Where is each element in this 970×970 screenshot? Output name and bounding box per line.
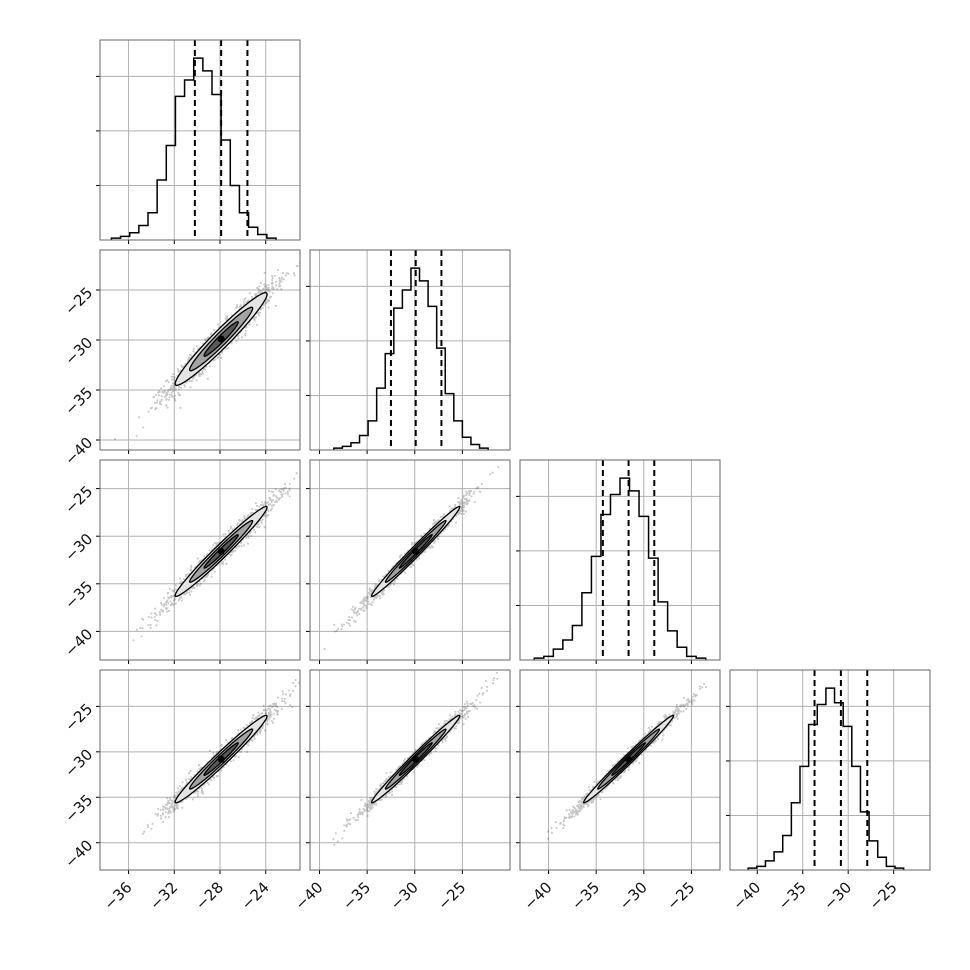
panel-frame xyxy=(729,669,931,871)
x-tick-label: −40 xyxy=(291,878,326,913)
panel-frame xyxy=(99,249,301,451)
panel-frame xyxy=(99,459,301,661)
x-tick-label: −35 xyxy=(339,878,374,913)
x-tick-label: −30 xyxy=(387,878,422,913)
panel-frame xyxy=(309,459,511,661)
density-peak xyxy=(412,755,420,763)
y-tick-label: −30 xyxy=(61,745,96,780)
x-tick-label: −28 xyxy=(192,878,227,913)
y-tick-label: −30 xyxy=(61,530,96,565)
y-tick-label: −40 xyxy=(61,836,96,871)
histogram-step xyxy=(333,267,489,450)
x-tick-label: −35 xyxy=(568,878,603,913)
hist-panel-0 xyxy=(96,39,301,244)
y-tick-label: −30 xyxy=(61,334,96,369)
y-tick-label: −40 xyxy=(61,434,96,469)
hist-panel-1 xyxy=(306,249,511,454)
panel-frame xyxy=(99,39,301,241)
panel-frame xyxy=(309,249,511,451)
panel-frame xyxy=(519,459,721,661)
y-tick-label: −25 xyxy=(61,482,96,517)
panel-frame xyxy=(309,669,511,871)
x-tick-label: −25 xyxy=(866,878,901,913)
hist-panel-3: −40 −35 −30 −25 xyxy=(726,669,931,913)
y-tick-label: −40 xyxy=(61,625,96,660)
y-tick-label: −35 xyxy=(61,384,96,419)
scatter-panel-3-1: −40 −35 −30 −25 xyxy=(291,669,511,913)
x-tick-label: −36 xyxy=(101,878,136,913)
panel-frame xyxy=(519,669,721,871)
x-tick-label: −40 xyxy=(521,878,556,913)
density-peak xyxy=(625,755,633,763)
x-tick-label: −30 xyxy=(616,878,651,913)
x-tick-label: −25 xyxy=(434,878,469,913)
x-tick-label: −25 xyxy=(663,878,698,913)
x-tick-label: −40 xyxy=(729,878,764,913)
x-tick-label: −24 xyxy=(238,878,273,913)
histogram-step xyxy=(110,57,277,240)
x-tick-label: −35 xyxy=(775,878,810,913)
density-peak xyxy=(412,547,420,555)
y-tick-label: −25 xyxy=(61,700,96,735)
histogram-step xyxy=(747,687,905,870)
x-tick-label: −30 xyxy=(820,878,855,913)
y-tick-label: −25 xyxy=(61,284,96,319)
scatter-panel-1-0: −25 −30 −35 −40 xyxy=(61,249,301,469)
scatter-panel-2-0: −25 −30 −35 −40 xyxy=(61,459,301,664)
scatter-panel-2-1 xyxy=(306,459,511,664)
scatter-panel-3-2: −40 −35 −30 −25 xyxy=(516,669,721,913)
y-tick-label: −35 xyxy=(61,577,96,612)
density-peak xyxy=(217,335,225,343)
y-tick-label: −35 xyxy=(61,791,96,826)
x-tick-label: −32 xyxy=(146,878,181,913)
panel-frame xyxy=(99,669,301,871)
histogram-step xyxy=(533,477,707,660)
hist-panel-2 xyxy=(516,459,721,664)
density-peak xyxy=(217,547,225,555)
scatter-panel-3-0: −25 −30 −35 −40−36 −32 −28 −24 xyxy=(61,669,301,913)
density-peak xyxy=(217,755,225,763)
